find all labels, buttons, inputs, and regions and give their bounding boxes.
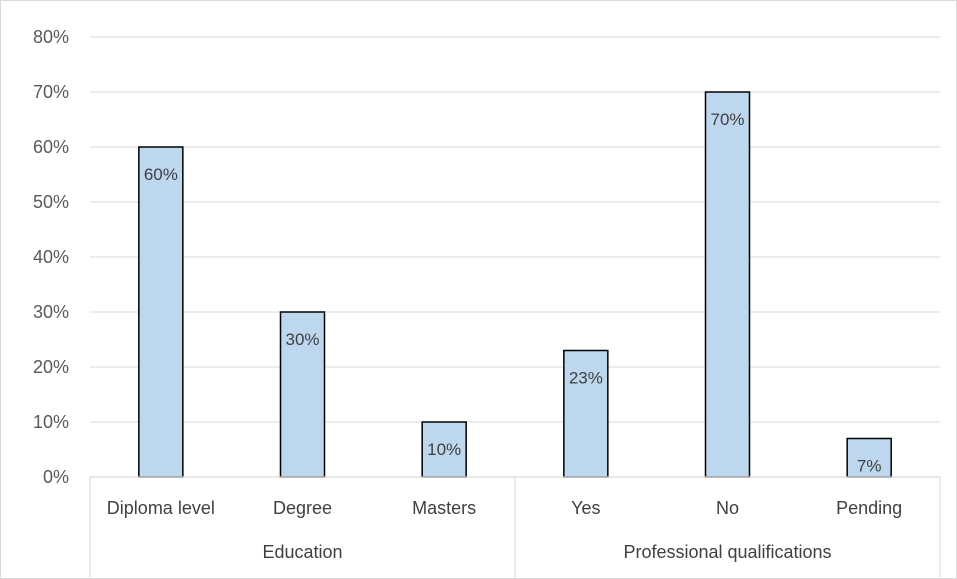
bar [279,311,326,478]
category-label: No [716,498,739,518]
y-tick-label: 20% [33,357,69,377]
y-tick-label: 80% [33,27,69,47]
data-label: 7% [857,457,882,476]
y-tick-label: 40% [33,247,69,267]
category-label: Masters [412,498,476,518]
data-label: 23% [569,369,603,388]
category-label: Pending [836,498,902,518]
y-tick-label: 30% [33,302,69,322]
data-label: 10% [427,440,461,459]
category-label: Diploma level [107,498,215,518]
y-tick-label: 10% [33,412,69,432]
data-label: 70% [710,110,744,129]
data-label: 30% [285,330,319,349]
bar [704,91,751,478]
y-tick-label: 0% [43,467,69,487]
bar [138,146,184,478]
data-label: 60% [144,165,178,184]
category-label: Yes [571,498,600,518]
y-tick-label: 60% [33,137,69,157]
y-tick-label: 70% [33,82,69,102]
group-label: Professional qualifications [623,542,831,562]
group-label: Education [262,542,342,562]
y-tick-label: 50% [33,192,69,212]
category-label: Degree [273,498,332,518]
